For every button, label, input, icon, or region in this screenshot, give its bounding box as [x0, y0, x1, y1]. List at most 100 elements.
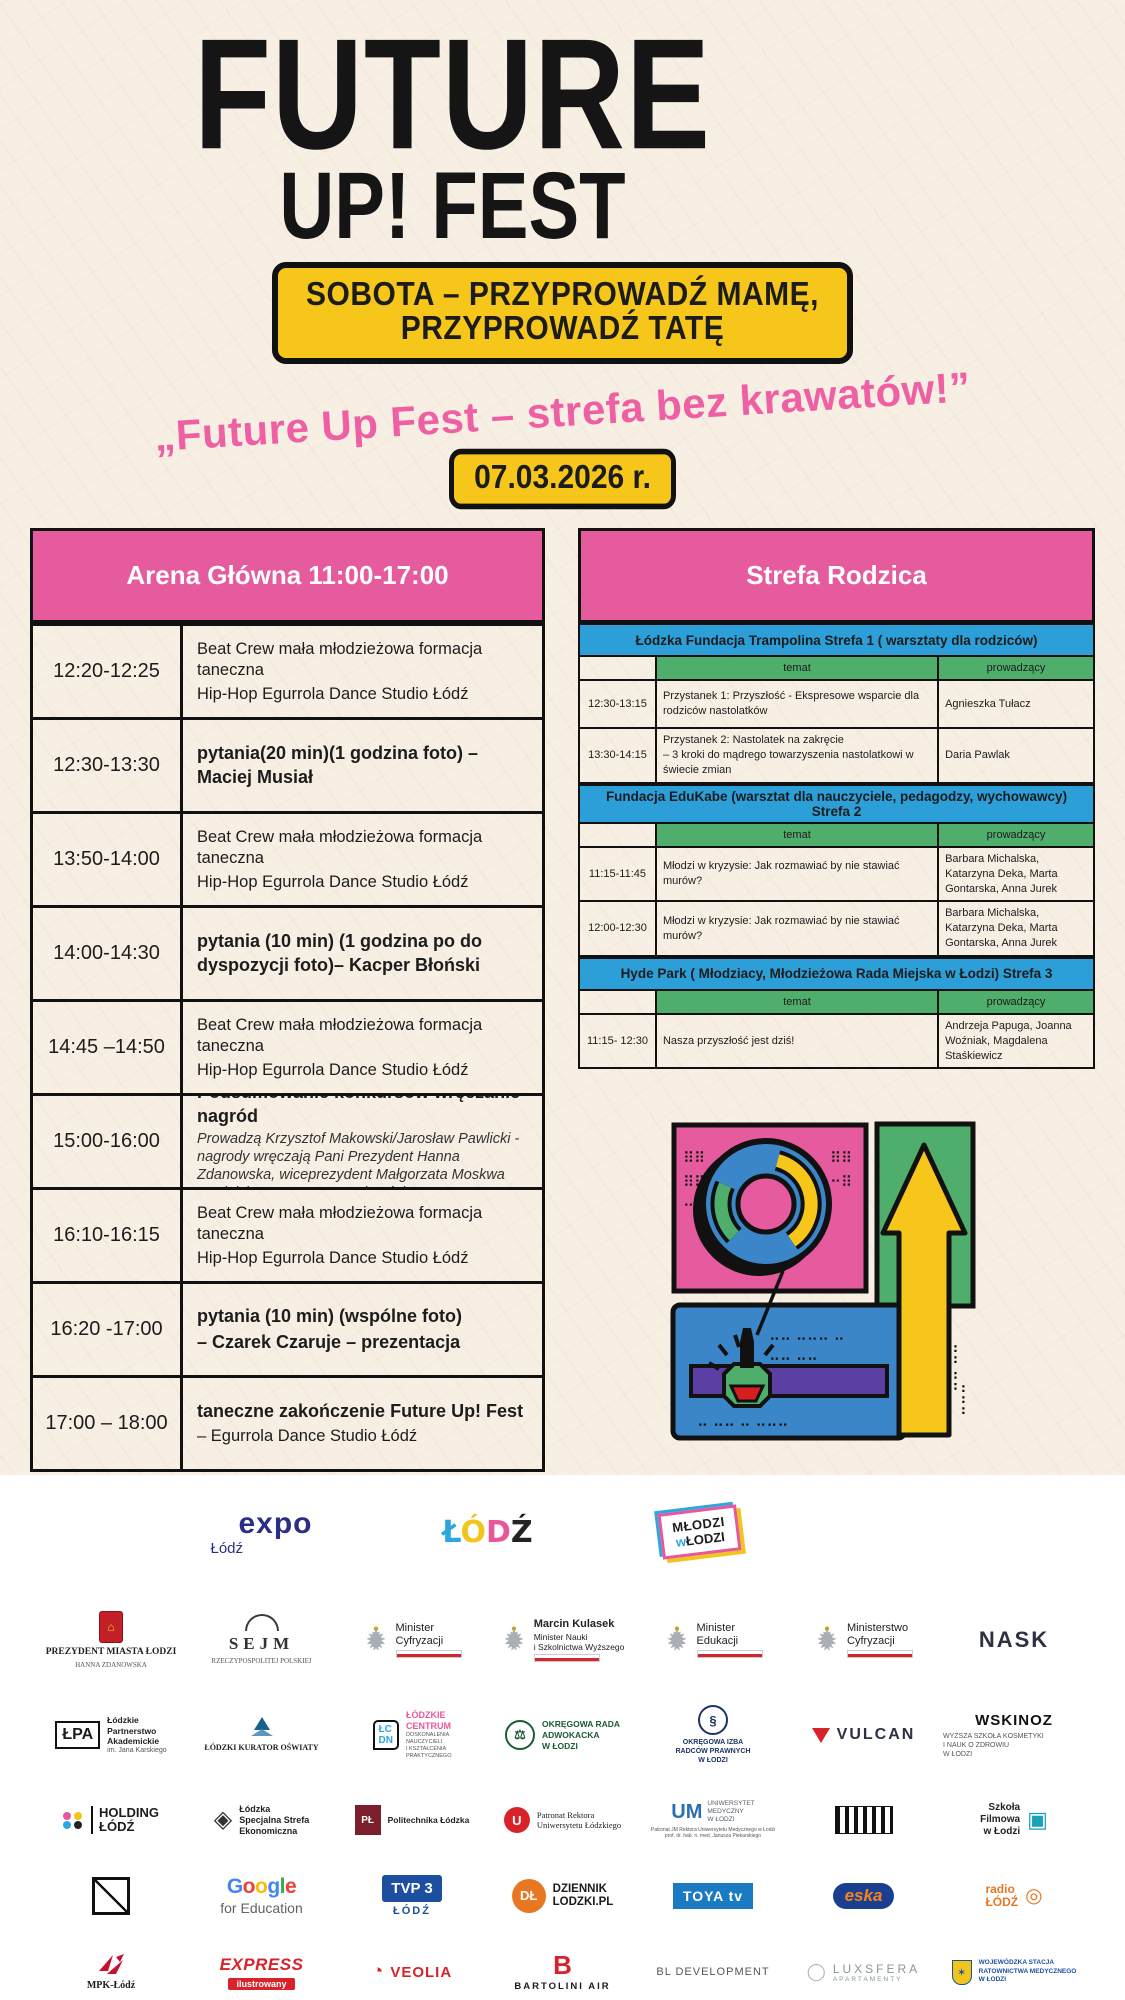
logo-radio-lodz: radio ŁÓDŹ ◎ — [985, 1882, 1043, 1909]
arena-time: 12:30-13:30 — [33, 720, 183, 812]
toya-badge: TOYA tv — [672, 1882, 754, 1909]
arena-row: 16:10-16:15 Beat Crew mała młodzieżowa f… — [33, 1187, 545, 1282]
arena-time: 16:20 -17:00 — [33, 1284, 183, 1376]
svg-text:⠤⠤⠤: ⠤⠤⠤ — [957, 1383, 975, 1416]
logo-uniwersytet-lodzki: U Patronat Rektora Uniwersytetu Łódzkieg… — [492, 1807, 634, 1834]
col-temat: temat — [656, 823, 940, 848]
speech-bubble-icon: MŁODZI wŁODZI — [657, 1504, 742, 1561]
logo-izba-radcow: § OKRĘGOWA IZBA RADCÓW PRAWNYCH W ŁODZI — [642, 1705, 784, 1765]
col-prowadzacy: prowadzący — [939, 990, 1093, 1015]
arena-row: 17:00 – 18:00 taneczne zakończenie Futur… — [33, 1375, 545, 1470]
arena-row: 14:00-14:30 pytania (10 min) (1 godzina … — [33, 905, 545, 1000]
strefa-row: 12:30-13:15 Przystanek 1: Przyszłość - E… — [580, 681, 1093, 730]
arena-text: pytania (10 min) (1 godzina po do dyspoz… — [197, 931, 483, 975]
arena-time: 13:50-14:00 — [33, 814, 183, 906]
logo-nask: NASK — [978, 1627, 1050, 1653]
logo-veolia: ◔ VEOLIA — [371, 1961, 453, 1982]
arena-time: 14:45 –14:50 — [33, 1002, 183, 1094]
vulcan-triangle-icon — [811, 1727, 830, 1743]
eagle-icon — [503, 1626, 524, 1652]
logo-express-ilustrowany: EXPRESS ilustrowany — [219, 1954, 304, 1990]
logo-bartolini-air: B BARTOLINI AIR — [514, 1950, 611, 1992]
svg-text:⠿⠿: ⠿⠿ — [830, 1149, 852, 1167]
ul-circle-icon: U — [503, 1807, 530, 1834]
logo-dziennik-lodzki: DŁ DZIENNIK LODZKI.PL — [492, 1878, 634, 1913]
arena-row: 13:50-14:00 Beat Crew mała młodzieżowa f… — [33, 811, 545, 906]
strefa-row: 11:15-11:45 Młodzi w kryzysie: Jak rozma… — [580, 847, 1093, 903]
arena-time: 12:20-12:25 — [33, 626, 183, 718]
logo-radio-eska: eska — [793, 1882, 935, 1909]
eagle-icon — [365, 1626, 386, 1652]
sejm-dome-icon — [244, 1614, 279, 1632]
col-temat: temat — [656, 990, 940, 1015]
logo-lodz-city: ŁÓDŹ — [442, 1514, 533, 1550]
seal-icon: ⚖ — [504, 1720, 535, 1751]
illustration: ⠿⠿ ⠿⠿ ⠒⠒ ⠿⠿ ⠒⠿ ⠒⠒ ⠒⠒⠒ ⠒ ⠤⠤ ⠤⠤ ⠤ ⠤⠤ ⠤ ⠤⠤⠤ — [578, 1083, 1095, 1475]
um-mark: UM — [671, 1800, 703, 1823]
geometric-square-icon — [92, 1876, 130, 1915]
arena-text: Beat Crew mała młodzieżowa formacja tane… — [197, 1015, 483, 1056]
logo-minister-edukacji: Minister Edukacji — [642, 1622, 784, 1659]
svg-text:⠤⠤ ⠤⠤: ⠤⠤ ⠤⠤ — [769, 1347, 818, 1365]
logo-lcdn: ŁC DN ŁÓDZKIE CENTRUM DOSKONALENIA NAUCZ… — [341, 1710, 483, 1760]
medical-shield-icon: ✶ — [951, 1959, 972, 1985]
logo-holding-lodz: HOLDING ŁÓDŹ — [40, 1805, 182, 1835]
strefa-table: Strefa Rodzica Łódzka Fundacja Trampolin… — [578, 528, 1095, 1475]
logo-toya-tv: TOYA tv — [642, 1882, 784, 1909]
section-title: Fundacja EduKabe (warsztat dla nauczycie… — [580, 783, 1093, 824]
arena-text: Beat Crew mała młodzieżowa formacja tane… — [197, 827, 483, 868]
arena-header: Arena Główna 11:00-17:00 — [30, 528, 545, 624]
arena-row: 12:20-12:25 Beat Crew mała młodzieżowa f… — [33, 623, 545, 718]
arena-row: 14:45 –14:50 Beat Crew mała młodzieżowa … — [33, 999, 545, 1094]
svg-text:⠿⠿: ⠿⠿ — [683, 1149, 705, 1167]
logo-uniwersytet-medyczny: UM UNIWERSYTET MEDYCZNY W ŁODZI Patronat… — [650, 1800, 776, 1840]
swirl-icon: ◎ — [1025, 1885, 1043, 1908]
title-line1: FUTURE — [194, 5, 711, 182]
eska-badge: eska — [832, 1882, 895, 1909]
logo-row-6: MPK-Łódź EXPRESS ilustrowany ◔ VEOLIA B … — [40, 1952, 1085, 1992]
yellow-banner: SOBOTA – PRZYPROWADŹ MAMĘ, PRZYPROWADŹ T… — [271, 262, 853, 365]
logo-mpk-lodz: MPK-Łódź — [40, 1953, 182, 1991]
banner-line1: SOBOTA – PRZYPROWADŹ MAMĘ, — [305, 276, 819, 313]
strefa-header: Strefa Rodzica — [578, 528, 1095, 624]
poster-header: FUTURE UP! FEST — [0, 0, 1015, 253]
letters-bubble-icon: ŁC DN — [372, 1720, 399, 1751]
logo-row-2: ⌂ PREZYDENT MIASTA ŁODZI HANNA ZDANOWSKA… — [40, 1610, 1085, 1670]
lpa-monogram: ŁPA — [55, 1721, 101, 1750]
poland-flag-bar — [395, 1650, 462, 1659]
logo-kurator-oswiaty: ŁÓDZKI KURATOR OŚWIATY — [191, 1716, 333, 1753]
diamond-icon: ◈ — [213, 1806, 233, 1834]
svg-text:⠒⠒ ⠒⠒: ⠒⠒ ⠒⠒ — [945, 1343, 963, 1392]
svg-text:⠤ ⠤⠤ ⠤ ⠤⠤⠤: ⠤ ⠤⠤ ⠤ ⠤⠤⠤ — [697, 1413, 788, 1431]
dl-circle-icon: DŁ — [511, 1878, 546, 1913]
arena-text: pytania(20 min)(1 godzina foto) – Maciej… — [197, 743, 479, 787]
open-book-icon — [250, 1717, 273, 1737]
arena-text: Beat Crew mała młodzieżowa formacja tane… — [197, 639, 483, 680]
strefa-row: 11:15- 12:30 Nasza przyszłość jest dziś!… — [580, 1014, 1093, 1068]
arena-row: 12:30-13:30 pytania(20 min)(1 godzina fo… — [33, 717, 545, 812]
tvp-badge: TVP 3 — [382, 1874, 442, 1902]
eagle-icon — [817, 1626, 837, 1652]
date-badge: 07.03.2026 r. — [449, 449, 676, 510]
logo-row-1: expo Łódź ŁÓDŹ MŁODZI wŁODZI — [0, 1489, 1010, 1575]
logo-prezydent-lodzi: ⌂ PREZYDENT MIASTA ŁODZI HANNA ZDANOWSKA — [40, 1610, 182, 1670]
svg-text:⠒⠿: ⠒⠿ — [830, 1173, 852, 1191]
arena-time: 16:10-16:15 — [33, 1190, 183, 1282]
col-temat: temat — [656, 657, 940, 682]
sponsors-footer: expo Łódź ŁÓDŹ MŁODZI wŁODZI ⌂ PREZYDENT… — [0, 1475, 1125, 2000]
pl-shield-icon: PŁ — [354, 1805, 381, 1836]
logo-lpa: ŁPA Łódzkie Partnerstwo Akademickie im. … — [40, 1715, 182, 1755]
logo-mlodzi-w-lodzi: MŁODZI wŁODZI — [629, 1504, 771, 1561]
col-prowadzacy: prowadzący — [939, 657, 1093, 682]
logo-row-3: ŁPA Łódzkie Partnerstwo Akademickie im. … — [40, 1705, 1085, 1765]
piano-keys-icon — [834, 1806, 893, 1835]
logo-sejm: SEJM RZECZYPOSPOLITEJ POLSKIEJ — [191, 1614, 333, 1666]
logo-row-4: HOLDING ŁÓDŹ ◈ Łódzka Specjalna Strefa E… — [40, 1800, 1085, 1839]
poland-flag-bar — [533, 1654, 600, 1663]
poland-flag-bar — [847, 1650, 913, 1659]
poland-flag-bar — [696, 1650, 763, 1659]
arena-time: 17:00 – 18:00 — [33, 1378, 183, 1470]
schedule: Arena Główna 11:00-17:00 12:20-12:25 Bea… — [30, 528, 1095, 1475]
arena-time: 14:00-14:30 — [33, 908, 183, 1000]
arena-row: 16:20 -17:00 pytania (10 min) (wspólne f… — [33, 1281, 545, 1376]
